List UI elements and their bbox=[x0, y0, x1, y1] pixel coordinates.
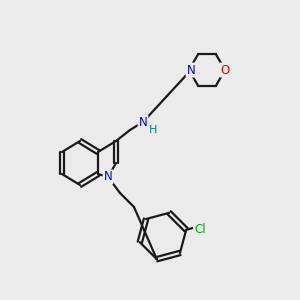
Text: Cl: Cl bbox=[194, 223, 206, 236]
Text: N: N bbox=[103, 170, 112, 184]
Text: H: H bbox=[149, 125, 157, 135]
Text: N: N bbox=[187, 64, 195, 76]
Text: O: O bbox=[220, 64, 230, 76]
Text: N: N bbox=[139, 116, 147, 128]
